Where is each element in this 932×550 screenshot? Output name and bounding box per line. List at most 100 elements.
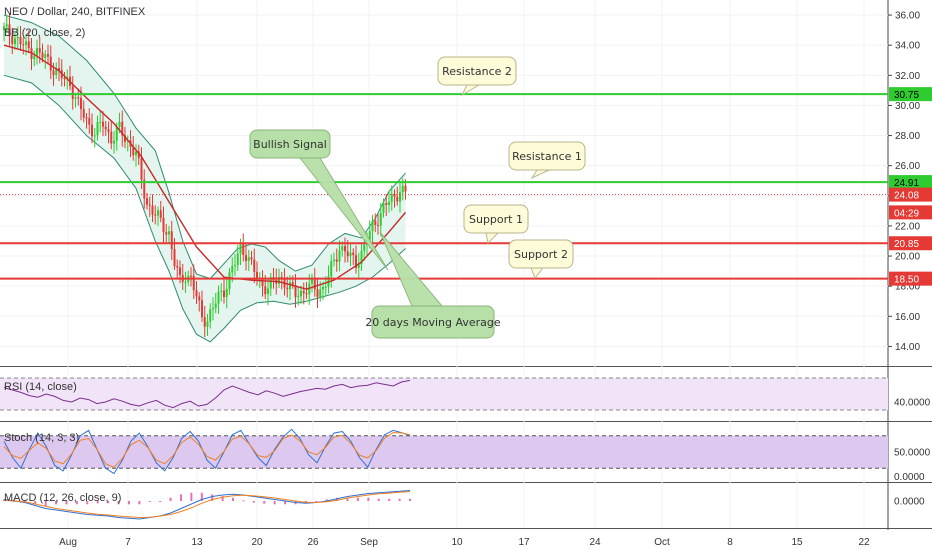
price-tick-label: 14.00 [895,342,920,353]
candle-body [104,126,107,130]
candle-body [44,54,47,58]
price-tick-label: 30.00 [895,101,920,112]
moving-average-line [3,44,407,290]
candle-body [165,232,168,235]
bollinger-upper [3,14,406,280]
candle-body [58,68,60,71]
candle-body [159,210,162,218]
macd-histogram-bar [86,501,89,505]
candle-body [214,303,217,308]
candle-body [302,290,305,294]
candle-body [88,118,91,125]
callout-text: Bullish Signal [253,138,327,151]
candle-body [371,220,374,232]
candle-body [330,261,333,277]
candle-body [115,127,118,141]
candle-body [242,243,245,255]
macd-histogram-bar [55,501,58,505]
macd-histogram-bar [252,501,255,503]
callout-box [371,305,495,339]
candle-body [14,38,16,45]
macd-histogram-bar [44,501,47,506]
time-axis-label: Aug [59,537,77,548]
candle-body [170,231,173,249]
price-tick-label: 22.00 [895,221,920,232]
price-badge [889,175,932,190]
rsi-label: RSI (14, close) [4,381,77,393]
macd-histogram-bar [107,501,110,504]
candle-body [352,252,355,256]
candle-body [385,202,388,205]
time-axis-label: 8 [727,537,733,548]
time-axis-label: 10 [451,537,463,548]
price-tick-label: 20.00 [895,252,920,263]
callout-box [437,56,517,86]
candle-body [30,48,33,59]
candle-body [297,296,300,298]
candle-body [261,278,264,287]
macd-histogram-bar [325,499,328,501]
macd-histogram-bar [138,501,141,505]
rsi-band [0,378,888,410]
macd-histogram-bar [232,497,235,501]
candle-body [77,97,80,99]
candle-body [388,201,390,205]
candle-body [349,252,352,257]
candle-body [360,251,363,265]
candle-body [66,76,69,79]
rsi-line [3,379,411,409]
candle-body [319,289,322,297]
candle-body [357,264,360,268]
bollinger-band-fill [4,15,406,342]
time-axis-label: 20 [251,537,263,548]
candle-body [399,192,401,202]
time-axis-label: 22 [858,537,870,548]
candle-body [80,97,82,110]
time-axis-label: 26 [307,537,319,548]
stoch-d-line [3,432,411,468]
candle-body [294,284,297,297]
candle-body [344,246,346,252]
candle-body [382,202,385,213]
macd-histogram-bar [388,498,391,501]
candle-body [393,194,396,197]
candle-body [231,266,234,273]
price-tick-label: 32.00 [895,71,920,82]
candle-body [8,24,11,37]
candle-body [184,281,187,283]
candle-body [38,48,41,53]
candle-body [74,97,77,99]
macd-histogram-bar [3,499,5,501]
price-badge-label: 04:29 [894,208,919,219]
macd-histogram-bar [96,501,99,504]
price-tick-label: 36.00 [895,11,920,22]
price-badge-label: 24.08 [894,191,919,202]
candle-body [41,52,44,58]
stoch-band [0,435,888,469]
macd-histogram-bar [221,496,224,501]
time-axis-label: 17 [518,537,530,548]
candle-body [3,26,5,31]
macd-histogram-bar [315,501,318,502]
candle-body [228,272,231,289]
candle-body [267,288,269,295]
callout-text: 20 days Moving Average [365,316,501,329]
candle-body [250,257,253,260]
candle-body [234,265,236,267]
candle-body [203,317,206,327]
candle-body [173,248,176,267]
candle-body [253,259,256,272]
time-axis-label: 13 [191,537,203,548]
candle-body [154,214,157,216]
candle-body [355,255,357,268]
macd-histogram-bar [34,501,37,505]
stoch-k-line [3,428,411,475]
candle-body [107,129,110,132]
candle-body [22,44,25,46]
macd-histogram-bar [398,498,401,501]
candle-body [93,135,96,137]
candle-body [52,70,55,75]
candle-body [368,231,371,243]
candle-body [121,121,124,136]
